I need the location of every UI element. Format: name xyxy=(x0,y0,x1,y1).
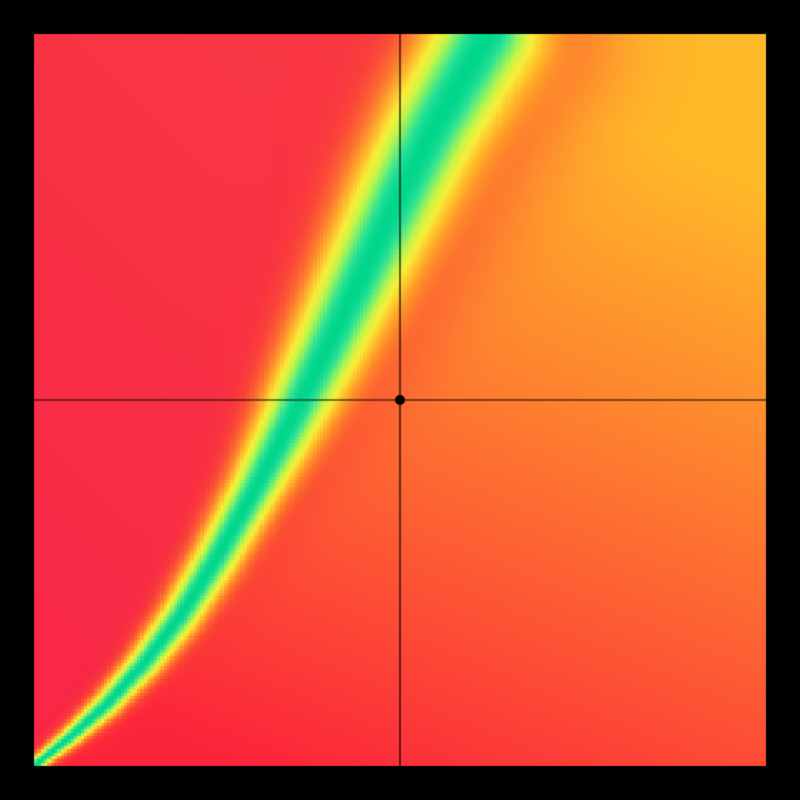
heatmap-canvas xyxy=(0,0,800,800)
chart-container: TheBottleneck.com xyxy=(0,0,800,800)
